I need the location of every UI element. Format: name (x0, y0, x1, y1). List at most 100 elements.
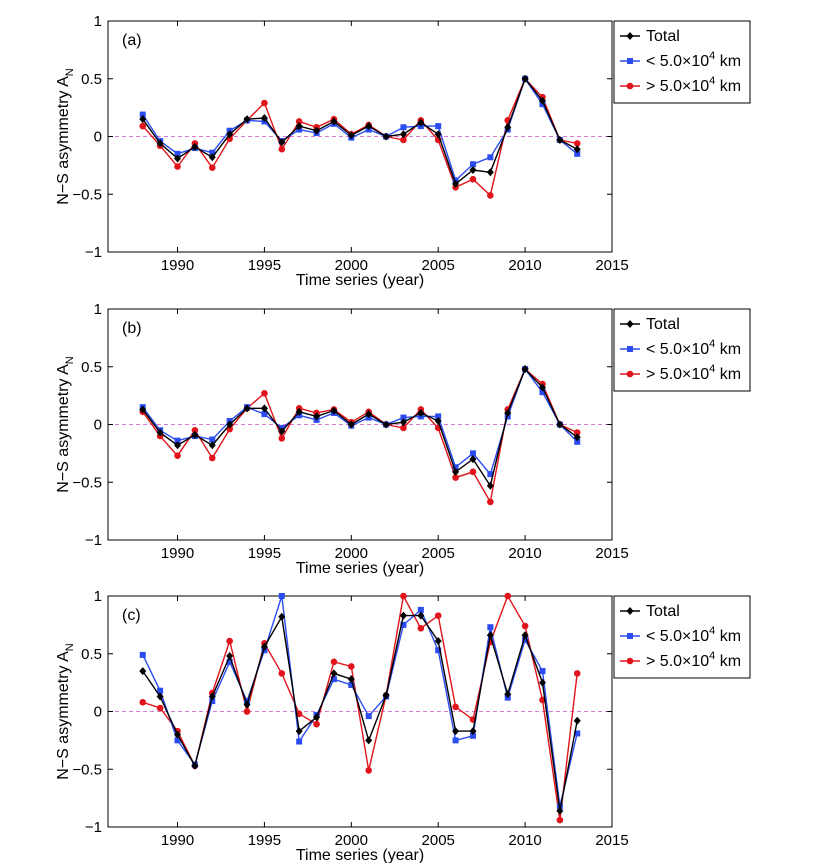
data-point-total (295, 407, 303, 416)
data-point-large (330, 658, 338, 666)
data-point-small (452, 737, 459, 744)
data-point-total (174, 730, 182, 739)
data-point-large (174, 452, 181, 459)
data-point-large (208, 164, 216, 171)
data-point-total (538, 383, 546, 392)
x-tick-label: 2000 (335, 832, 368, 849)
data-point-total (226, 130, 234, 139)
legend-label-small: < 5.0×104 km (646, 625, 741, 645)
data-point-large (278, 145, 286, 153)
data-point-total (556, 420, 564, 429)
panel-label: (b) (122, 320, 142, 337)
data-point-total (139, 667, 147, 676)
legend-label-text: > 5.0×10 (646, 366, 709, 383)
data-point-small (400, 414, 407, 421)
data-point-total (243, 700, 251, 709)
legend-label-text: > 5.0×10 (646, 78, 709, 95)
y-tick-label: 1 (94, 301, 102, 318)
x-tick-label: 2010 (508, 832, 541, 849)
data-point-total (347, 420, 355, 429)
data-point-small (174, 437, 181, 444)
data-point-total (504, 690, 512, 699)
y-tick-label: −0.5 (72, 186, 102, 203)
data-point-large (452, 474, 459, 481)
data-point-total (226, 420, 234, 429)
data-point-total (295, 727, 303, 736)
y-tick-label: 0 (94, 417, 102, 434)
data-point-total (208, 692, 216, 701)
legend: Total < 5.0×104 km > 5.0×104 km (613, 595, 751, 679)
data-point-total (330, 117, 338, 126)
data-point-total (156, 692, 164, 701)
chart-panel-c: 1990 1995 2000 2005 2010 2015 −1 −0.5 0 0.5 1 Time … (55, 588, 751, 863)
data-point-large (400, 592, 407, 600)
data-point-large (487, 192, 494, 199)
series-small (139, 366, 581, 478)
data-point-total (347, 131, 355, 140)
y-tick-label: −0.5 (72, 474, 102, 491)
data-point-total (417, 408, 425, 417)
data-point-total (260, 114, 268, 123)
legend-label-small: < 5.0×104 km (646, 50, 741, 70)
data-point-small (452, 464, 459, 471)
data-point-total (399, 130, 407, 139)
y-tick-label: −1 (85, 244, 102, 261)
data-point-large (278, 670, 286, 677)
data-point-total (469, 455, 477, 464)
x-tick-label: 2015 (595, 257, 628, 274)
data-point-total (417, 118, 425, 127)
legend-marker-small (627, 58, 633, 64)
legend-label-text: Total (646, 28, 680, 45)
data-point-small (330, 676, 337, 683)
data-point-large (469, 468, 477, 476)
legend-label-text: > 5.0×10 (646, 653, 709, 670)
data-point-total (504, 408, 512, 417)
data-point-total (243, 115, 251, 124)
y-tick-label: 0.5 (81, 359, 102, 376)
legend: Total< 5.0×104 km> 5.0×104 km (613, 308, 751, 392)
data-point-total (521, 365, 529, 374)
y-axis-label-main: N−S asymmetry A (55, 76, 72, 205)
data-point-total (260, 404, 268, 413)
series-line-small (142, 595, 578, 807)
data-point-small (174, 150, 181, 157)
legend-label-text: Total (646, 603, 680, 620)
y-tick-label: 1 (94, 588, 102, 605)
data-point-total (486, 481, 494, 490)
data-point-small (209, 436, 216, 443)
data-point-small (365, 713, 372, 720)
data-point-small (539, 668, 546, 675)
legend-label-text: < 5.0×10 (646, 53, 709, 70)
legend-label-superscript: 4 (709, 363, 715, 375)
legend-marker-total (626, 32, 634, 40)
data-point-total (452, 467, 460, 476)
data-point-small (469, 732, 476, 739)
legend: Total< 5.0×104 km> 5.0×104 km (613, 20, 751, 104)
data-point-small (435, 413, 442, 420)
data-point-total (278, 138, 286, 147)
data-point-total (278, 427, 286, 436)
x-tick-label: 2015 (595, 832, 628, 849)
series-large (139, 365, 581, 506)
data-point-large (469, 175, 477, 183)
data-point-small (348, 681, 355, 688)
data-point-large (365, 767, 372, 774)
data-point-total (278, 612, 286, 621)
data-point-total (243, 404, 251, 413)
data-point-total (365, 410, 373, 419)
chart-panel-b: 1990 1995 2000 2005 2010 2015 −1 −0.5 0 0.5 1 Time … (55, 301, 751, 577)
x-tick-label: 2000 (335, 257, 368, 274)
legend-label-total: Total (646, 603, 680, 620)
data-point-total (538, 96, 546, 105)
data-point-total (382, 420, 390, 429)
legend-label-unit: km (715, 628, 741, 645)
data-point-small (417, 606, 424, 613)
y-tick-label: 0.5 (81, 71, 102, 88)
legend-label-unit: km (715, 78, 741, 95)
data-point-large (278, 435, 286, 442)
data-point-large (191, 426, 199, 434)
data-point-total (504, 123, 512, 132)
legend-label-large: > 5.0×104 km (646, 650, 741, 670)
data-point-total (347, 675, 355, 684)
data-point-large (295, 118, 303, 125)
